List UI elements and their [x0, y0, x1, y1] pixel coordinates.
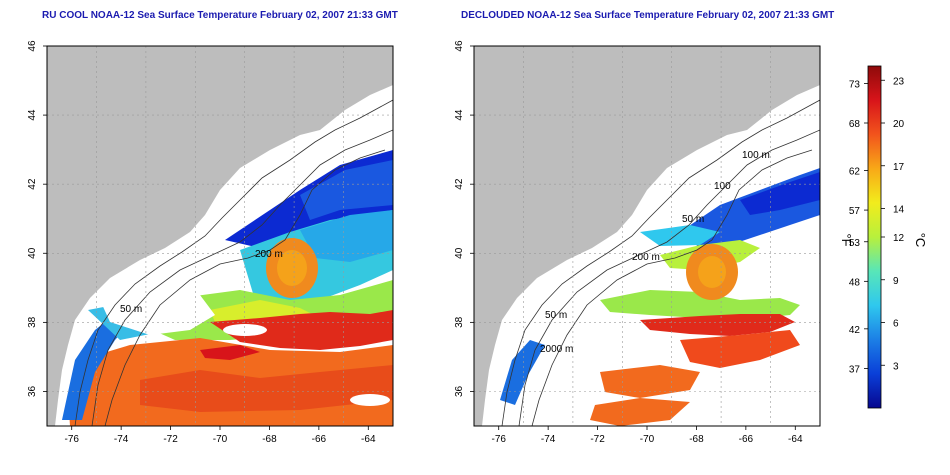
- fahrenheit-tick-label: 42: [849, 325, 861, 336]
- lat-tick-label: 40: [454, 247, 465, 259]
- lon-tick-label: -64: [361, 434, 376, 445]
- celsius-tick-label: 23: [893, 76, 905, 87]
- lat-tick-label: 42: [454, 178, 465, 190]
- celsius-tick-label: 9: [893, 276, 899, 287]
- lon-tick-label: -66: [312, 434, 327, 445]
- right-sst-field: [500, 168, 820, 426]
- celsius-tick-label: 6: [893, 319, 899, 330]
- colorbar: 73 68 62 57 53 48 42 37 23 20 17 14 12 9 6 3 °F °C: [839, 65, 928, 409]
- fahrenheit-tick-label: 73: [849, 79, 861, 90]
- left-grid: [47, 46, 393, 426]
- lat-tick-label: 42: [27, 178, 38, 190]
- lon-tick-label: -64: [788, 434, 803, 445]
- lon-tick-label: -74: [114, 434, 129, 445]
- right-map-title: DECLOUDED NOAA-12 Sea Surface Temperatur…: [461, 10, 835, 21]
- right-land: [474, 46, 820, 426]
- right-contour-label: 50 m: [682, 214, 704, 225]
- lon-tick-label: -66: [739, 434, 754, 445]
- left-lon-ticks: -76 -74 -72 -70 -68 -66 -64: [64, 426, 376, 445]
- celsius-tick-label: 17: [893, 162, 905, 173]
- right-contour-label: 200 m: [632, 252, 660, 263]
- lat-tick-label: 40: [27, 247, 38, 259]
- lon-tick-label: -68: [689, 434, 704, 445]
- lon-tick-label: -76: [64, 434, 79, 445]
- lat-tick-label: 36: [27, 385, 38, 397]
- celsius-label: °C: [913, 233, 928, 248]
- right-bathymetry-contours: [501, 99, 820, 426]
- left-map: 200 m 50 m -76 -74 -72 -70 -68 -66 -64 36 38 40 4…: [27, 40, 394, 445]
- colorbar-celsius-ticks: 23 20 17 14 12 9 6 3: [881, 76, 905, 372]
- lon-tick-label: -72: [163, 434, 178, 445]
- lat-tick-label: 38: [27, 316, 38, 328]
- lat-tick-label: 44: [27, 109, 38, 121]
- celsius-tick-label: 12: [893, 233, 905, 244]
- lat-tick-label: 46: [27, 40, 38, 52]
- fahrenheit-label: °F: [839, 233, 854, 246]
- right-contour-label: 50 m: [545, 310, 567, 321]
- lon-tick-label: -70: [213, 434, 228, 445]
- fahrenheit-tick-label: 48: [849, 277, 861, 288]
- colorbar-fahrenheit-ticks: 73 68 62 57 53 48 42 37: [849, 79, 868, 375]
- colorbar-scale: [867, 65, 882, 409]
- fahrenheit-tick-label: 37: [849, 364, 861, 375]
- right-map: 100 m 100 50 m 200 m 50 m 2000 m -76 -74-…: [454, 40, 821, 445]
- celsius-tick-label: 20: [893, 119, 905, 130]
- lat-tick-label: 44: [454, 109, 465, 121]
- left-map-title: RU COOL NOAA-12 Sea Surface Temperature …: [42, 10, 398, 21]
- right-contour-label: 2000 m: [540, 344, 573, 355]
- left-contour-label: 50 m: [120, 304, 142, 315]
- left-land: [47, 46, 393, 426]
- fahrenheit-tick-label: 57: [849, 206, 861, 217]
- right-grid: [474, 46, 820, 426]
- right-contour-label: 100 m: [742, 150, 770, 161]
- lon-tick-label: -76: [491, 434, 506, 445]
- left-lat-ticks: 36 38 40 42 44 46: [27, 40, 47, 397]
- lat-tick-label: 38: [454, 316, 465, 328]
- fahrenheit-tick-label: 53: [849, 238, 861, 249]
- lon-tick-label: -70: [640, 434, 655, 445]
- left-bathymetry-contours: [74, 99, 393, 426]
- lon-tick-label: -72: [590, 434, 605, 445]
- right-lon-ticks: -76 -74 -72 -70 -68 -66 -64: [491, 426, 803, 445]
- celsius-tick-label: 14: [893, 205, 905, 216]
- right-contour-label: 100: [714, 181, 731, 192]
- lat-tick-label: 46: [454, 40, 465, 52]
- lon-tick-label: -68: [262, 434, 277, 445]
- lat-tick-label: 36: [454, 385, 465, 397]
- fahrenheit-tick-label: 68: [849, 119, 861, 130]
- lon-tick-label: -74: [541, 434, 556, 445]
- left-contour-label: 200 m: [255, 249, 283, 260]
- celsius-tick-label: 3: [893, 361, 899, 372]
- fahrenheit-tick-label: 62: [849, 167, 861, 178]
- right-lat-ticks: 36 38 40 42 44 46: [454, 40, 474, 397]
- left-cloud-patches: [100, 245, 390, 406]
